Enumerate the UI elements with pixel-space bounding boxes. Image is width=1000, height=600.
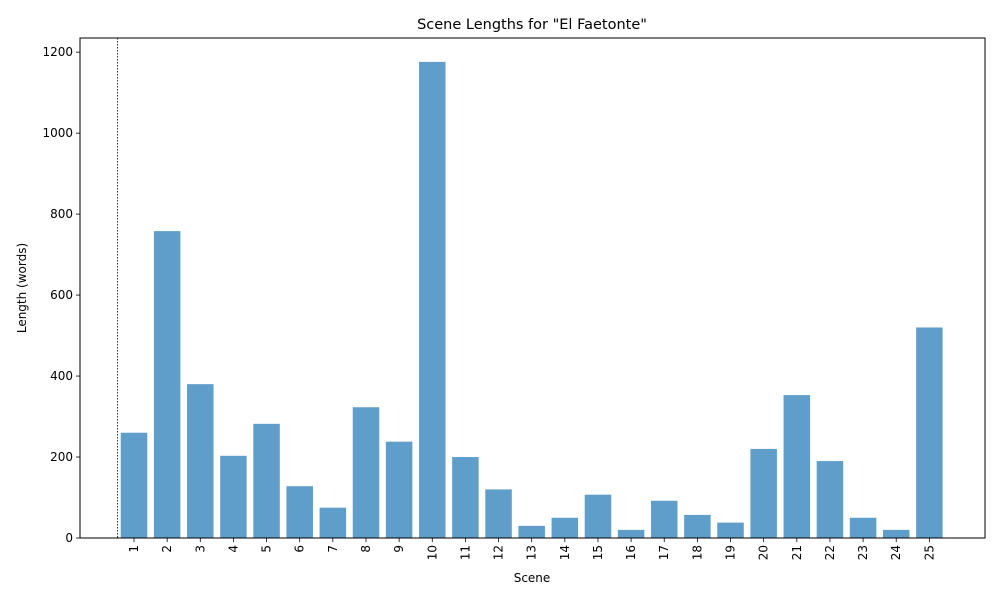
plot-area: [117, 38, 943, 539]
x-tick-label: 15: [591, 545, 605, 560]
x-tick-label: 25: [922, 545, 936, 560]
y-axis-title: Length (words): [15, 243, 29, 333]
x-tick-label: 5: [260, 545, 274, 553]
x-axis: 1 2 3 4 5 6 7 8 9 10 11 12 13 14 15 16 17 18 19 20 21 22 23 24 2…: [127, 538, 936, 560]
bar-scene-23: [849, 517, 877, 538]
x-tick-label: 20: [757, 545, 771, 560]
x-tick-label: 23: [856, 545, 870, 560]
bar-scene-21: [783, 395, 811, 538]
bar-scene-3: [187, 384, 214, 538]
x-tick-label: 13: [525, 545, 539, 560]
x-tick-label: 19: [724, 545, 738, 560]
y-tick-label: 200: [50, 450, 73, 464]
x-tick-label: 2: [160, 545, 174, 553]
x-tick-label: 8: [359, 545, 373, 553]
bar-scene-7: [319, 507, 347, 538]
chart-title: Scene Lengths for "El Faetonte": [417, 17, 647, 33]
bar-scene-6: [286, 486, 313, 538]
x-tick-label: 12: [492, 545, 506, 560]
x-tick-label: 4: [226, 545, 240, 553]
y-tick-label: 0: [65, 531, 73, 545]
y-tick-label: 800: [50, 207, 73, 221]
bar-scene-18: [684, 514, 711, 538]
bar-scene-4: [220, 455, 247, 538]
bar-scene-15: [584, 494, 612, 538]
y-tick-label: 1000: [42, 126, 73, 140]
x-tick-label: 22: [823, 545, 837, 560]
bar-scene-8: [352, 407, 380, 538]
x-tick-label: 24: [889, 545, 903, 560]
bar-scene-1: [120, 432, 148, 538]
bar-scene-5: [253, 423, 280, 538]
bar-scene-14: [551, 517, 579, 538]
x-tick-label: 21: [790, 545, 804, 560]
bar-scene-12: [485, 489, 512, 538]
bar-scene-13: [518, 525, 545, 538]
bar-scene-17: [650, 500, 678, 538]
bar-scene-22: [816, 461, 844, 538]
x-tick-label: 18: [690, 545, 704, 560]
x-tick-label: 6: [293, 545, 307, 553]
bar-scene-11: [452, 457, 479, 538]
y-tick-label: 1200: [42, 45, 73, 59]
bar-scene-25: [916, 327, 943, 538]
x-tick-label: 9: [392, 545, 406, 553]
y-tick-label: 400: [50, 369, 73, 383]
bar-scene-9: [385, 441, 413, 538]
x-tick-label: 10: [425, 545, 439, 560]
bar-scene-10: [419, 61, 446, 539]
x-tick-label: 1: [127, 545, 141, 553]
bar-scene-16: [617, 529, 645, 538]
x-tick-label: 17: [657, 545, 671, 560]
plot-frame: [79, 37, 986, 539]
y-axis: 0 200 400 600 800 1000 1200: [42, 45, 80, 545]
x-tick-label: 16: [624, 545, 638, 560]
x-tick-label: 7: [326, 545, 340, 553]
bar-scene-19: [717, 522, 744, 538]
y-tick-label: 600: [50, 288, 73, 302]
bar-scene-2: [153, 231, 181, 538]
x-tick-label: 11: [458, 545, 472, 560]
x-tick-label: 14: [558, 545, 572, 560]
x-tick-label: 3: [193, 545, 207, 553]
bar-scene-20: [750, 448, 777, 538]
bar-scene-24: [882, 529, 910, 538]
x-axis-title: Scene: [514, 571, 551, 585]
